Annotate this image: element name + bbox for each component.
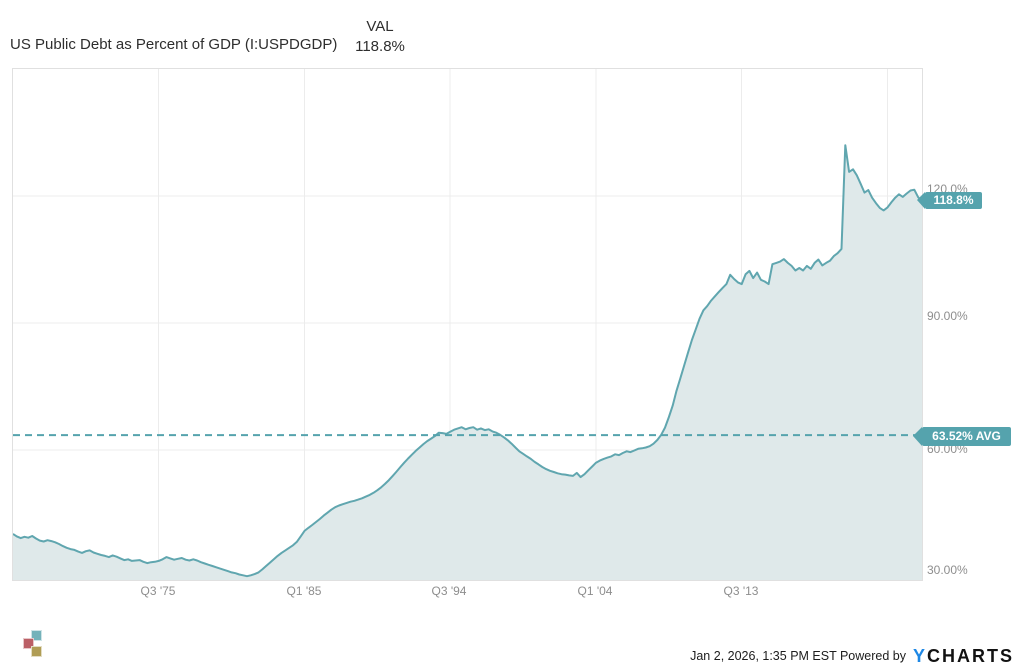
x-axis-label: Q3 '13 bbox=[723, 584, 759, 598]
logo-square-gold bbox=[31, 646, 42, 657]
y-axis-label: 90.00% bbox=[927, 309, 968, 323]
legend-val-value: 118.8% bbox=[355, 38, 405, 55]
legend-val-column: VAL 118.8% bbox=[348, 18, 412, 55]
ycharts-blocks-logo-icon bbox=[20, 628, 46, 660]
plot-area[interactable] bbox=[12, 68, 923, 581]
logo-square-teal bbox=[31, 630, 42, 641]
y-axis-label: 30.00% bbox=[927, 563, 968, 577]
ycharts-wordmark-y: Y bbox=[912, 645, 927, 666]
average-badge-arrow bbox=[913, 427, 922, 446]
footer: Jan 2, 2026, 1:35 PM EST Powered by YCHA… bbox=[690, 644, 1014, 668]
ycharts-wordmark: YCHARTS bbox=[913, 646, 1014, 667]
chart-title: US Public Debt as Percent of GDP (I:USPD… bbox=[10, 36, 338, 53]
x-axis-label: Q3 '94 bbox=[431, 584, 467, 598]
legend-val-label: VAL bbox=[366, 18, 394, 35]
x-axis-label: Q3 '75 bbox=[140, 584, 176, 598]
timestamp-and-powered-by: Jan 2, 2026, 1:35 PM EST Powered by bbox=[690, 649, 906, 663]
last-value-badge: 118.8% bbox=[925, 192, 982, 209]
area-chart[interactable] bbox=[13, 69, 922, 580]
x-axis-label: Q1 '85 bbox=[286, 584, 322, 598]
average-badge: 63.52% AVG bbox=[922, 427, 1011, 446]
last-value-badge-arrow bbox=[917, 192, 925, 209]
logo-square-red bbox=[23, 638, 34, 649]
ycharts-wordmark-rest: CHARTS bbox=[927, 645, 1014, 666]
x-axis-label: Q1 '04 bbox=[577, 584, 613, 598]
